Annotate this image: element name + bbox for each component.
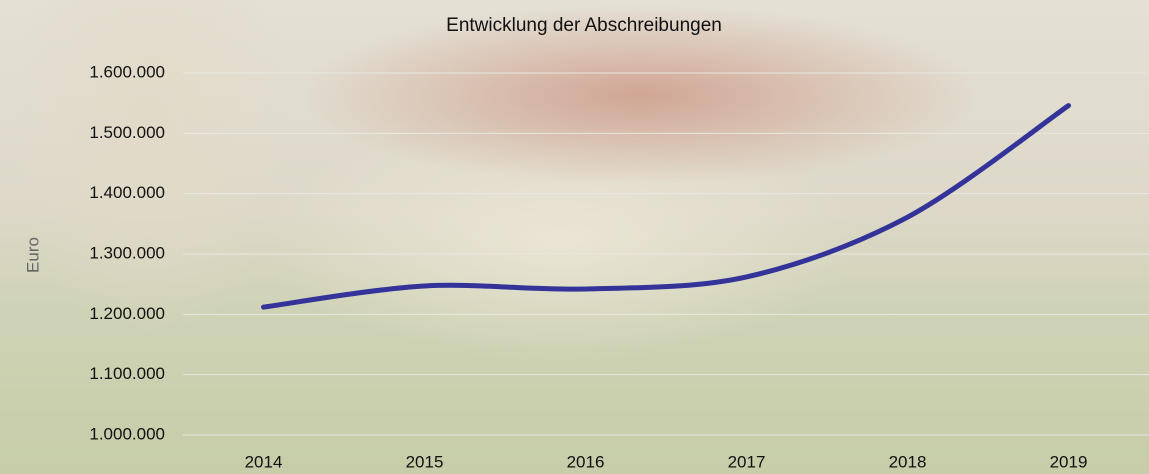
x-tick-label: 2014 [245,452,283,471]
y-tick-label: 1.500.000 [89,123,165,142]
chart-title: Entwicklung der Abschreibungen [446,15,722,36]
y-tick-label: 1.200.000 [89,304,165,323]
line-series [261,103,1071,310]
y-axis-label: Euro [23,237,42,273]
y-tick-label: 1.400.000 [89,183,165,202]
x-tick-label: 2017 [728,452,766,471]
x-tick-label: 2016 [567,452,605,471]
y-tick-label: 1.100.000 [89,364,165,383]
y-tick-label: 1.000.000 [89,424,165,443]
x-tick-label: 2019 [1050,452,1088,471]
x-tick-label: 2018 [889,452,927,471]
y-tick-label: 1.300.000 [89,243,165,262]
y-tick-label: 1.600.000 [89,62,165,81]
x-tick-label: 2015 [406,452,444,471]
